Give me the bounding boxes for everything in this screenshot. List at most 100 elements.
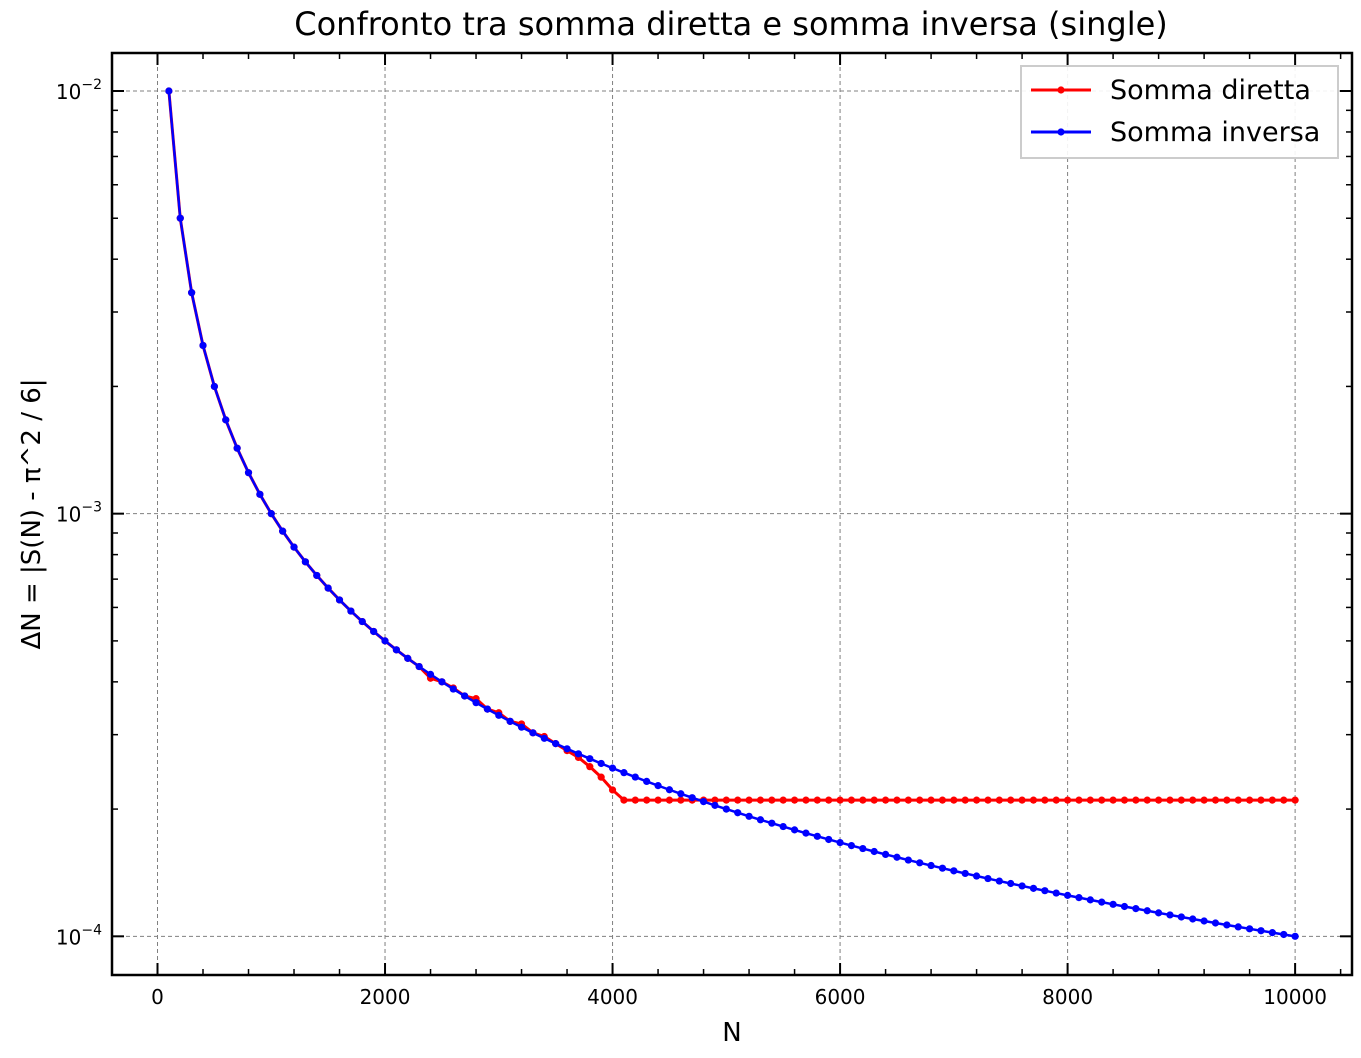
data-point	[881, 796, 890, 804]
y-axis-label: ΔN = |S(N) - π^2 / 6|	[17, 378, 47, 649]
data-point	[927, 796, 935, 804]
data-point	[1086, 896, 1094, 904]
data-point	[1223, 921, 1231, 929]
data-point	[279, 527, 287, 535]
data-point	[972, 796, 981, 804]
data-point	[699, 797, 708, 806]
data-point	[438, 678, 446, 686]
data-point	[1064, 891, 1072, 899]
data-point	[1200, 917, 1208, 925]
data-point	[916, 796, 924, 804]
data-point	[927, 861, 935, 870]
data-point	[1234, 923, 1242, 931]
data-point	[654, 796, 662, 804]
legend-marker-somma-diretta	[1057, 86, 1065, 94]
data-point	[631, 773, 639, 781]
data-point	[449, 685, 457, 693]
data-point	[1098, 796, 1106, 804]
data-point	[1291, 932, 1299, 940]
data-point	[620, 796, 628, 804]
data-point	[608, 764, 617, 772]
data-point	[790, 796, 799, 804]
grid	[112, 53, 1352, 975]
x-tick-label: 6000	[815, 985, 866, 1009]
data-point	[768, 796, 776, 804]
data-point	[1280, 930, 1288, 939]
data-point	[1029, 796, 1038, 804]
data-point	[461, 692, 469, 700]
data-point	[938, 864, 947, 872]
data-point	[404, 654, 412, 662]
data-point	[290, 543, 298, 551]
x-tick-label: 0	[151, 985, 164, 1009]
legend-marker-somma-inversa	[1057, 128, 1065, 136]
y-tick-label: 10−4	[56, 922, 102, 949]
data-point	[1018, 882, 1026, 890]
data-point	[1052, 889, 1060, 897]
data-point	[222, 416, 230, 424]
data-point	[1098, 898, 1106, 906]
data-point	[904, 856, 912, 864]
data-point	[1177, 796, 1185, 804]
data-point	[529, 729, 537, 737]
data-point	[1166, 911, 1174, 919]
data-point	[586, 755, 594, 763]
data-point	[1120, 902, 1129, 911]
data-point	[313, 571, 321, 580]
data-point	[540, 734, 548, 742]
data-point	[677, 790, 685, 798]
data-point	[995, 877, 1003, 885]
data-point	[324, 584, 332, 592]
data-point	[1075, 894, 1083, 902]
legend-label-somma-diretta: Somma diretta	[1110, 75, 1311, 106]
data-point	[847, 796, 856, 804]
data-point	[847, 841, 856, 850]
x-tick-label: 2000	[360, 985, 411, 1009]
data-point	[870, 796, 878, 804]
data-point	[802, 829, 810, 837]
data-point	[790, 826, 799, 834]
data-point	[267, 510, 275, 518]
data-point	[1223, 796, 1231, 804]
data-point	[1200, 796, 1208, 804]
data-point	[1109, 796, 1117, 804]
data-point	[1143, 796, 1151, 804]
data-point	[392, 646, 400, 654]
data-point	[370, 627, 378, 636]
data-point	[916, 859, 924, 867]
data-point	[802, 796, 810, 804]
series-somma-inversa	[165, 87, 1299, 940]
data-point	[961, 796, 969, 804]
data-point	[654, 782, 662, 790]
data-point	[734, 809, 742, 817]
data-point	[620, 769, 628, 777]
data-point	[1234, 796, 1242, 804]
data-point	[1086, 796, 1094, 804]
data-point	[825, 796, 833, 804]
data-point	[1109, 900, 1117, 908]
data-point	[768, 819, 776, 827]
x-tick-label: 10000	[1263, 985, 1327, 1009]
data-point	[188, 289, 196, 297]
data-point	[1177, 913, 1185, 921]
data-point	[415, 662, 423, 671]
data-point	[506, 717, 514, 725]
data-point	[665, 786, 674, 794]
legend-box	[1020, 65, 1339, 159]
legend: Somma diretta Somma inversa	[1020, 65, 1339, 159]
data-point	[1291, 796, 1299, 804]
data-point	[688, 794, 696, 802]
data-point	[904, 796, 912, 804]
data-point	[1143, 907, 1151, 915]
tick-labels: 0 2000 4000 6000 8000 10000 10−4 10−3 10−2	[56, 77, 1327, 1009]
data-point	[893, 853, 901, 861]
data-point	[984, 796, 992, 804]
data-point	[665, 796, 674, 804]
data-point	[813, 796, 821, 804]
data-point	[1064, 796, 1072, 804]
data-point	[722, 805, 730, 813]
data-point	[1029, 884, 1038, 892]
data-point	[597, 773, 605, 781]
data-point	[836, 796, 844, 804]
